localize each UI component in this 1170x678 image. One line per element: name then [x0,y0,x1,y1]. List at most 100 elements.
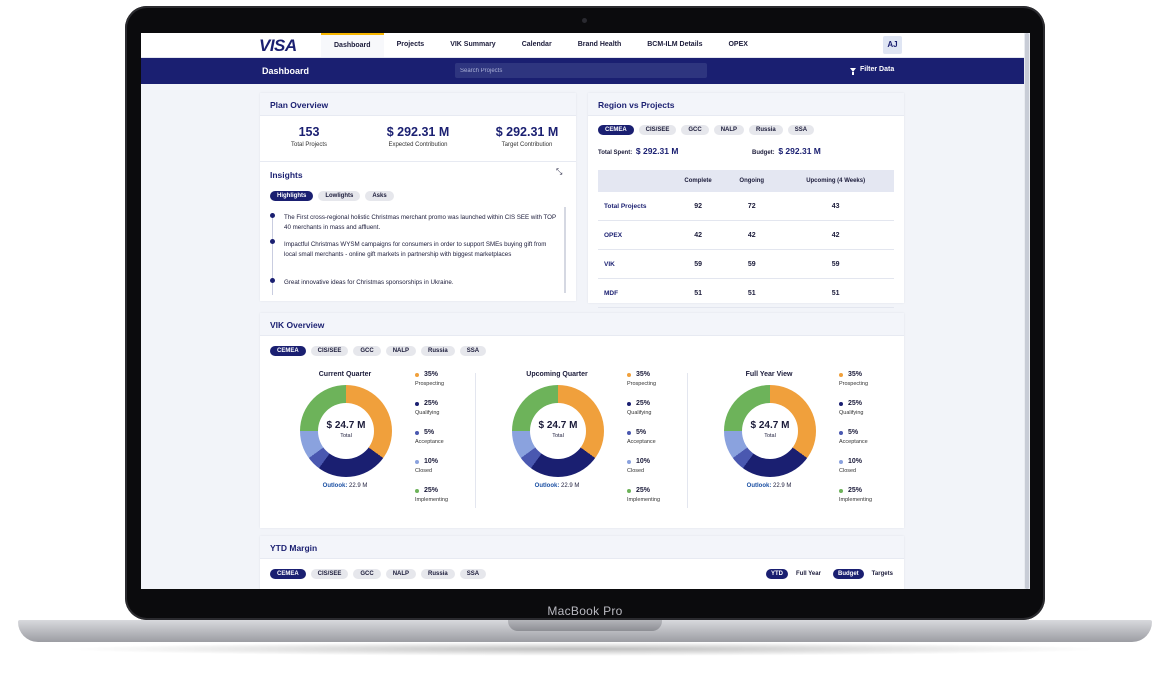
cell: 42 [726,220,778,250]
nav-item-vik-summary[interactable]: VIK Summary [450,41,496,48]
donut-panel: Full Year View $ 24.7 M Total Outlook: 22.9… [684,371,894,511]
vik-pill-nalp[interactable]: NALP [385,346,417,356]
cell: 42 [777,220,894,250]
tab-asks[interactable]: Asks [365,191,394,201]
legend-label: Qualifying [415,410,440,416]
nav-item-brand-health[interactable]: Brand Health [577,41,622,48]
row-label: MDF [598,278,670,308]
card-header: VIK Overview [260,313,904,336]
vik-pill-ssa[interactable]: SSA [459,346,487,356]
legend-percent: 35% [424,371,439,378]
ytd-pill-russia[interactable]: Russia [421,569,455,579]
row-label: Total Projects [598,192,670,221]
timeline-dot [270,239,275,244]
legend-dot-icon [627,431,631,435]
table-row[interactable]: MDF 51 51 51 [598,278,894,308]
vik-pill-cis-see[interactable]: CIS/SEE [310,346,349,356]
ytd-period-toggle: YTD Full Year [766,569,826,579]
legend-percent: 25% [424,487,439,494]
column-header-label [598,170,670,192]
top-nav: VISA Dashboard Projects VIK Summary Cale… [141,33,1030,58]
legend-percent: 25% [848,487,863,494]
nav-item-calendar[interactable]: Calendar [521,41,552,48]
outlook-label: Outlook: [322,483,348,489]
search-input[interactable] [455,63,707,78]
region-pill-ssa[interactable]: SSA [787,125,815,135]
nav-item-opex[interactable]: OPEX [728,41,748,48]
legend-label: Closed [839,468,857,474]
donut-title: Current Quarter [318,371,372,378]
legend-dot-icon [839,431,843,435]
legend-dot-icon [839,373,843,377]
legend-label: Qualifying [839,410,864,416]
avatar[interactable]: AJ [883,36,902,54]
region-pill-gcc[interactable]: GCC [681,125,709,135]
ytd-pill-gcc[interactable]: GCC [353,569,381,579]
card-header: Region vs Projects [588,93,904,116]
plan-overview-title: Plan Overview [270,100,329,110]
table-row[interactable]: Total Projects 92 72 43 [598,192,894,221]
legend-percent: 10% [636,458,651,465]
visa-logo[interactable]: VISA [259,36,297,55]
region-pill-nalp[interactable]: NALP [713,125,745,135]
outlook-label: Outlook: [534,483,560,489]
outlook-value: 22.9 M [773,483,792,489]
legend-dot-icon [627,460,631,464]
donut-value: $ 24.7 M [538,420,578,431]
legend-dot-icon [415,489,419,493]
table-row[interactable]: OPEX 42 42 42 [598,220,894,250]
region-pill-cemea[interactable]: CEMEA [598,125,634,135]
toggle-budget[interactable]: Budget [833,569,864,579]
ytd-region-filters: CEMEA CIS/SEE GCC NALP Russia SSA [270,569,487,579]
divider [475,373,476,508]
nav-item-bcm-ilm-details[interactable]: BCM-ILM Details [647,41,703,48]
tab-highlights[interactable]: Highlights [270,191,314,201]
timeline-line [272,213,273,295]
nav-item-projects[interactable]: Projects [396,41,425,48]
cell: 51 [670,278,727,308]
table-row[interactable]: VIK 59 59 59 [598,249,894,279]
device-label: MacBook Pro [547,604,623,618]
card-header: Plan Overview [260,93,576,116]
stat-value: $ 292.31 M [386,125,450,139]
divider [687,373,688,508]
cell: 59 [670,249,727,279]
vik-pill-cemea[interactable]: CEMEA [270,346,306,356]
region-pill-cis-see[interactable]: CIS/SEE [638,125,677,135]
insights-scrollbar[interactable] [564,207,566,293]
vik-pill-russia[interactable]: Russia [421,346,455,356]
filter-data-button[interactable]: Filter Data [850,66,894,75]
title-bar: Dashboard Filter Data [141,58,1024,84]
toggle-full-year[interactable]: Full Year [796,571,821,577]
ytd-pill-ssa[interactable]: SSA [459,569,487,579]
table-header-row: Complete Ongoing Upcoming (4 Weeks) [598,170,894,192]
tab-lowlights[interactable]: Lowlights [318,191,361,201]
donut-center: $ 24.7 M Total [318,403,374,459]
ytd-pill-nalp[interactable]: NALP [385,569,417,579]
column-header: Ongoing [726,170,778,192]
legend-label: Qualifying [627,410,652,416]
ytd-pill-cemea[interactable]: CEMEA [270,569,306,579]
insights-tabs: Highlights Lowlights Asks [270,191,394,201]
laptop-shadow [60,642,1110,656]
timeline-dot [270,213,275,218]
stat-target-contribution: $ 292.31 M Target Contribution [482,125,572,148]
stat-expected-contribution: $ 292.31 M Expected Contribution [373,125,463,148]
vik-pill-gcc[interactable]: GCC [353,346,381,356]
legend-percent: 5% [424,429,435,436]
page-scroll-thumb[interactable] [1025,33,1029,589]
ytd-pill-cis-see[interactable]: CIS/SEE [310,569,349,579]
legend-label: Implementing [627,497,661,503]
region-pill-russia[interactable]: Russia [749,125,783,135]
region-vs-projects-card: Region vs Projects CEMEA CIS/SEE GCC NAL… [588,93,904,308]
outlook-value: 22.9 M [561,483,580,489]
toggle-ytd[interactable]: YTD [766,569,788,579]
ytd-type-toggle: Budget Targets [833,569,898,579]
toggle-targets[interactable]: Targets [871,571,893,577]
nav-item-dashboard[interactable]: Dashboard [321,33,384,57]
cell: 43 [777,192,894,221]
expand-icon[interactable]: ⤡ [556,167,563,176]
legend-label: Closed [627,468,645,474]
region-filters: CEMEA CIS/SEE GCC NALP Russia SSA [598,125,815,135]
stat-total-projects: 153 Total Projects [264,125,354,148]
